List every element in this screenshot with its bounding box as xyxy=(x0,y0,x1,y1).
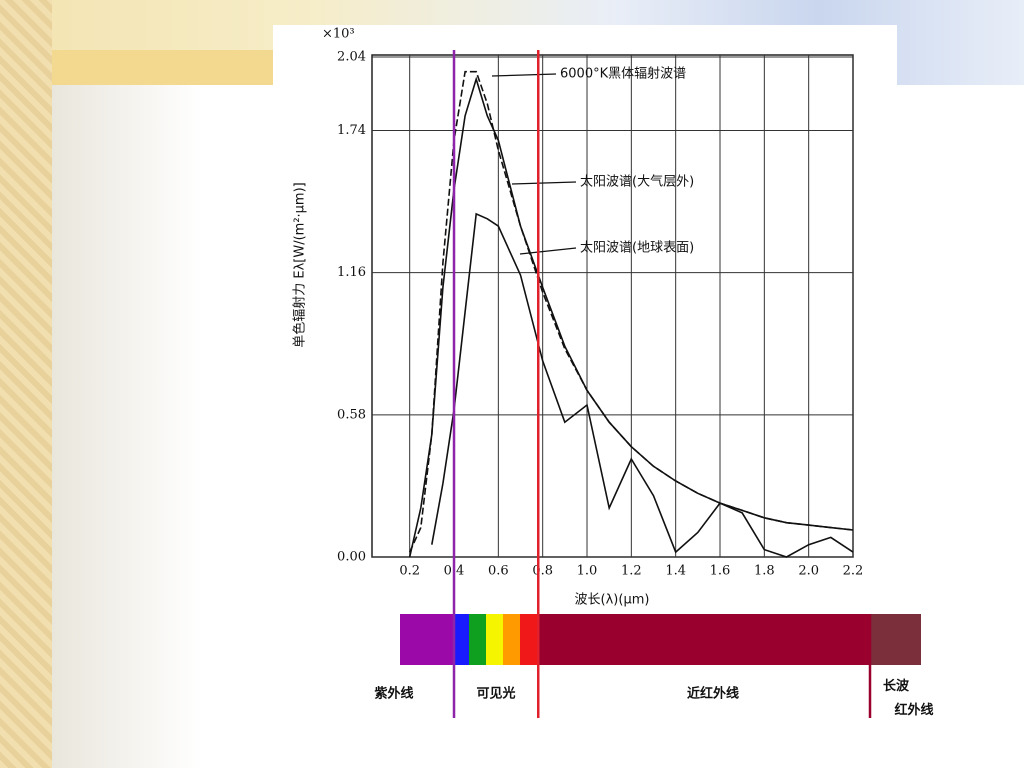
band-label: 近红外线 xyxy=(687,686,739,702)
x-tick-label: 1.2 xyxy=(621,564,642,579)
leader-line xyxy=(491,73,557,77)
y-tick-label: 1.16 xyxy=(337,265,366,280)
decoration xyxy=(52,85,202,768)
y-tick-label: 0.00 xyxy=(337,550,366,565)
y-tick-label: 0.58 xyxy=(337,407,366,422)
chart-background xyxy=(273,25,897,615)
y-multiplier: ×10³ xyxy=(322,27,355,42)
series-label: 6000°K黑体辐射波谱 xyxy=(560,66,686,82)
x-tick-label: 1.4 xyxy=(665,564,686,579)
x-tick-label: 1.8 xyxy=(754,564,775,579)
band-label: 长波红外线 xyxy=(883,678,934,718)
y-tick-label: 2.04 xyxy=(337,50,366,65)
series-label: 太阳波谱(地球表面) xyxy=(580,241,694,256)
leader-line xyxy=(511,181,577,185)
x-axis-label: 波长(λ)(μm) xyxy=(575,593,650,608)
band-label: 可见光 xyxy=(476,686,515,702)
leader-line xyxy=(519,247,577,255)
decoration xyxy=(32,50,282,85)
x-tick-label: 0.8 xyxy=(532,564,553,579)
decoration xyxy=(0,0,52,768)
spectrum-bar xyxy=(400,614,921,718)
y-tick-label: 1.74 xyxy=(337,123,366,138)
series-line xyxy=(431,212,854,558)
x-tick-label: 1.6 xyxy=(710,564,731,579)
series-label: 太阳波谱(大气层外) xyxy=(580,174,694,190)
x-tick-label: 0.2 xyxy=(399,564,420,579)
x-tick-label: 2.2 xyxy=(843,564,864,579)
band-label: 紫外线 xyxy=(374,686,413,702)
x-tick-label: 1.0 xyxy=(577,564,598,579)
x-tick-label: 2.0 xyxy=(798,564,819,579)
y-axis-label: 单色辐射力 Eλ[W/(m²·μm)] xyxy=(292,182,308,348)
x-tick-label: 0.6 xyxy=(488,564,509,579)
